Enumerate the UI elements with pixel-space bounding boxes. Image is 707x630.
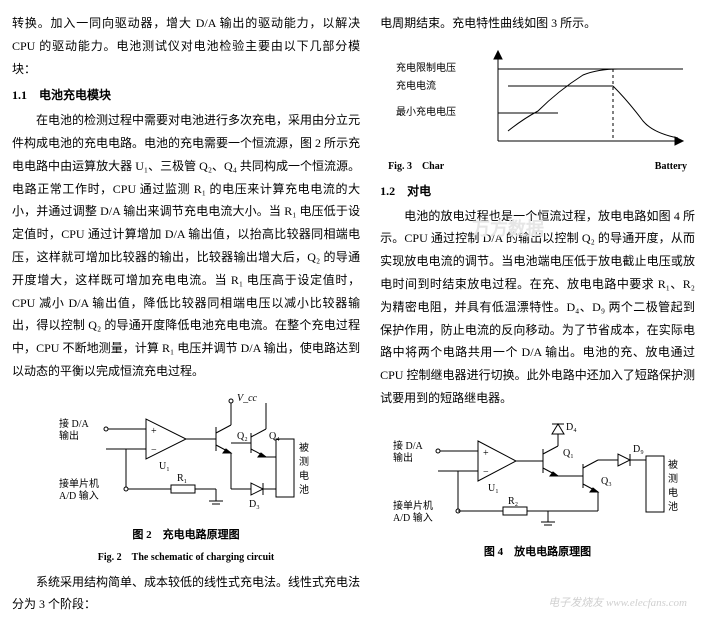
fig2-batt3: 电 (299, 469, 309, 482)
fig2-q4: Q₄ (269, 431, 280, 442)
heading-1-1: 1.1 电池充电模块 (12, 84, 360, 107)
left-intro-cont: 转换。加入一同向驱动器，增大 D/A 输出的驱动能力，以解决 CPU 的驱动能力… (12, 12, 360, 80)
fig4-label-da: 接 D/A (393, 439, 424, 452)
fig4-batt2: 测 (668, 472, 678, 485)
fig4-q1: Q₁ (563, 448, 574, 459)
fig2-label-da: 接 D/A (59, 417, 89, 430)
fig2-label-mcu: 接单片机 (59, 477, 99, 490)
two-column-layout: 转换。加入一同向驱动器，增大 D/A 输出的驱动能力，以解决 CPU 的驱动能力… (12, 12, 695, 618)
fig4-batt4: 池 (668, 500, 678, 513)
fig3-label-current: 充电电流 (396, 79, 436, 92)
fig4-label-out: 输出 (393, 451, 413, 464)
fig3-label-min: 最小充电电压 (396, 105, 456, 118)
fig2-batt4: 池 (299, 483, 309, 496)
right-intro-cont: 电周期结束。充电特性曲线如图 3 所示。 (380, 12, 695, 35)
left-column: 转换。加入一同向驱动器，增大 D/A 输出的驱动能力，以解决 CPU 的驱动能力… (12, 12, 360, 618)
figure-3-curve: 充电限制电压 充电电流 最小充电电压 (388, 41, 688, 151)
fig4-batt1: 被 (668, 458, 678, 471)
fig2-batt1: 被 (299, 441, 309, 454)
fig4-q3: Q₃ (601, 476, 612, 487)
fig4-caption-cn: 图 4 放电电路原理图 (380, 542, 695, 563)
figure-4-schematic: + − (388, 416, 688, 536)
fig4-label-ad: A/D 输入 (393, 511, 433, 524)
page: 万方数据 电子发烧友 www.elecfans.com 转换。加入一同向驱动器，… (12, 12, 695, 618)
fig3-label-limit: 充电限制电压 (396, 61, 456, 74)
fig2-batt2: 测 (299, 455, 309, 468)
fig3-caption-left: Fig. 3 Char (388, 157, 444, 176)
svg-text:+: + (151, 426, 157, 437)
svg-text:+: + (483, 448, 489, 459)
left-paragraph-1: 在电池的检测过程中需要对电池进行多次充电，采用由分立元件构成电池的充电电路。电池… (12, 109, 360, 383)
svg-text:−: − (483, 467, 489, 478)
fig2-u1: U₁ (159, 461, 170, 472)
fig2-label-ad: A/D 输入 (59, 489, 99, 502)
fig2-vcc: V_cc (237, 393, 258, 404)
left-paragraph-2: 系统采用结构简单、成本较低的线性式充电法。线性式充电法分为 3 个阶段： (12, 571, 360, 617)
right-paragraph-1: 电池的放电过程也是一个恒流过程，放电电路如图 4 所示。CPU 通过控制 D/A… (380, 205, 695, 410)
fig2-q2: Q₂ (237, 431, 248, 442)
fig3-caption-right: Battery (655, 157, 687, 176)
heading-1-2: 1.2 对电 (380, 180, 695, 203)
fig4-r2: R₂ (508, 496, 518, 507)
fig4-d4: D₄ (566, 422, 577, 433)
fig3-caption-en: Fig. 3 Char Battery (380, 157, 695, 176)
fig2-d3: D₃ (249, 499, 260, 510)
svg-text:−: − (151, 445, 157, 456)
fig2-caption-en: Fig. 2 The schematic of charging circuit (12, 548, 360, 567)
right-column: 电周期结束。充电特性曲线如图 3 所示。 (380, 12, 695, 618)
fig2-caption-cn: 图 2 充电电路原理图 (12, 525, 360, 546)
fig4-label-mcu: 接单片机 (393, 499, 433, 512)
fig4-batt3: 电 (668, 486, 678, 499)
fig4-u1: U₁ (488, 483, 499, 494)
fig4-d9: D₉ (633, 444, 644, 455)
figure-2-schematic: + − (51, 389, 321, 519)
fig2-r1: R₁ (177, 473, 187, 484)
fig2-label-out: 输出 (59, 429, 79, 442)
